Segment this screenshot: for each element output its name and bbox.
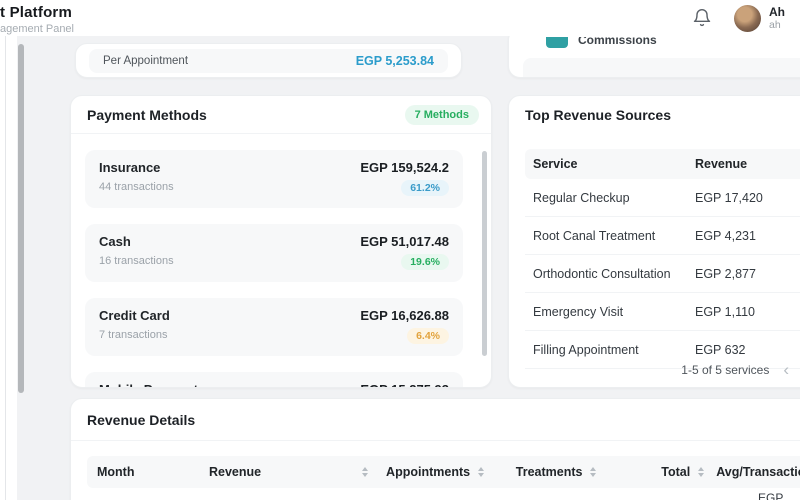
commissions-stat-row [523, 58, 800, 77]
service-name: Root Canal Treatment [533, 228, 656, 243]
column-header-month[interactable]: Month [97, 465, 135, 479]
page-vertical-scrollbar[interactable] [18, 44, 24, 393]
left-panel-edge [0, 0, 17, 500]
notifications-bell-icon[interactable] [692, 8, 712, 28]
payment-methods-list: Insurance 44 transactions EGP 159,524.2 … [71, 134, 491, 387]
sort-icon[interactable] [361, 467, 368, 477]
avg-transaction-cell: EGP 3750.77 [758, 491, 784, 500]
table-row[interactable]: Regular Checkup EGP 17,420 [525, 179, 800, 217]
service-revenue: EGP 17,420 [695, 190, 763, 205]
commissions-card: Commissions [508, 28, 800, 78]
per-appointment-value: EGP 5,253.84 [355, 54, 434, 68]
revenue-cell: EGP 26,262.33 [217, 498, 397, 500]
per-appointment-row: Per Appointment EGP 5,253.84 [89, 49, 448, 73]
method-name: Mobile Payment [99, 382, 198, 387]
user-menu[interactable]: Ah ah [734, 4, 800, 32]
column-header-avg-transaction[interactable]: Avg/Transaction [716, 465, 800, 479]
sort-icon[interactable] [698, 467, 705, 477]
service-revenue: EGP 2,877 [695, 266, 756, 281]
avatar[interactable] [734, 4, 761, 32]
appointments-cell: 6 [397, 498, 517, 500]
method-amount: EGP 15,275.93 [360, 382, 449, 387]
top-revenue-title: Top Revenue Sources [525, 107, 672, 123]
sort-icon[interactable] [590, 467, 597, 477]
appointment-stat-card: Per Appointment EGP 5,253.84 [75, 43, 462, 78]
month-cell: 2025-11 [87, 498, 217, 500]
column-header-revenue: Revenue [695, 157, 748, 171]
table-row[interactable]: Emergency Visit EGP 1,110 [525, 293, 800, 331]
treatments-cell: 4 [517, 498, 637, 500]
method-amount: EGP 16,626.88 [360, 308, 449, 323]
method-amount: EGP 51,017.48 [360, 234, 449, 249]
table-row[interactable]: Filling Appointment EGP 632 [525, 331, 800, 369]
column-header-service: Service [533, 157, 578, 171]
column-header-revenue[interactable]: Revenue [209, 465, 378, 479]
table-row[interactable]: Orthodontic Consultation EGP 2,877 [525, 255, 800, 293]
service-revenue: EGP 4,231 [695, 228, 756, 243]
table-row[interactable]: Root Canal Treatment EGP 4,231 [525, 217, 800, 255]
sort-icon[interactable] [478, 467, 485, 477]
service-name: Orthodontic Consultation [533, 266, 671, 281]
payment-method-row[interactable]: Credit Card 7 transactions EGP 16,626.88… [85, 298, 463, 356]
service-revenue: EGP 632 [695, 342, 746, 357]
method-name: Credit Card [99, 308, 170, 323]
table-row[interactable]: 2025-11 EGP 26,262.33 6 4 7 EGP 3750.77 [87, 488, 800, 500]
column-header-total[interactable]: Total [602, 465, 710, 479]
app-subtitle: agement Panel [0, 23, 74, 35]
commissions-label: Commissions [578, 37, 657, 47]
method-transactions: 7 transactions [99, 329, 168, 341]
user-name: Ah [769, 4, 785, 19]
method-name: Insurance [99, 160, 161, 175]
commissions-icon [546, 37, 568, 48]
payment-method-row[interactable]: Insurance 44 transactions EGP 159,524.2 … [85, 150, 463, 208]
service-name: Emergency Visit [533, 304, 624, 319]
payment-method-row[interactable]: Mobile Payment EGP 15,275.93 [85, 372, 463, 387]
payment-methods-title: Payment Methods [87, 106, 207, 123]
method-transactions: 16 transactions [99, 255, 174, 267]
revenue-sources-table: Service Revenue Regular Checkup EGP 17,4… [525, 149, 800, 369]
revenue-details-title: Revenue Details [87, 411, 196, 428]
revenue-details-card: Revenue Details Month Revenue Appointmen… [70, 398, 800, 500]
payment-method-row[interactable]: Cash 16 transactions EGP 51,017.48 19.6% [85, 224, 463, 282]
service-revenue: EGP 1,110 [695, 304, 755, 319]
method-percent-badge: 19.6% [401, 254, 449, 270]
per-appointment-label: Per Appointment [103, 55, 189, 67]
method-amount: EGP 159,524.2 [360, 160, 449, 175]
revenue-details-table: Month Revenue Appointments Treatments To… [87, 456, 800, 500]
method-percent-badge: 61.2% [401, 180, 449, 196]
user-email: ah [769, 18, 781, 31]
methods-count-badge: 7 Methods [404, 104, 479, 125]
service-name: Regular Checkup [533, 190, 630, 205]
service-name: Filling Appointment [533, 342, 639, 357]
total-cell: 7 [637, 498, 752, 500]
previous-page-icon[interactable]: ‹ [783, 360, 789, 379]
top-header-bar: t Platform agement Panel Ah ah [0, 0, 800, 36]
method-name: Cash [99, 234, 131, 249]
payment-methods-card: Payment Methods 7 Methods Insurance 44 t… [70, 95, 492, 388]
method-percent-badge: 6.4% [407, 328, 449, 344]
payment-list-scrollbar[interactable] [482, 151, 487, 356]
app-title: t Platform [0, 4, 73, 21]
column-header-appointments[interactable]: Appointments [378, 465, 490, 479]
column-header-treatments[interactable]: Treatments [490, 465, 602, 479]
method-transactions: 44 transactions [99, 181, 174, 193]
top-revenue-sources-card: Top Revenue Sources Service Revenue Regu… [508, 95, 800, 388]
pagination-count: 1-5 of 5 services [681, 363, 770, 377]
